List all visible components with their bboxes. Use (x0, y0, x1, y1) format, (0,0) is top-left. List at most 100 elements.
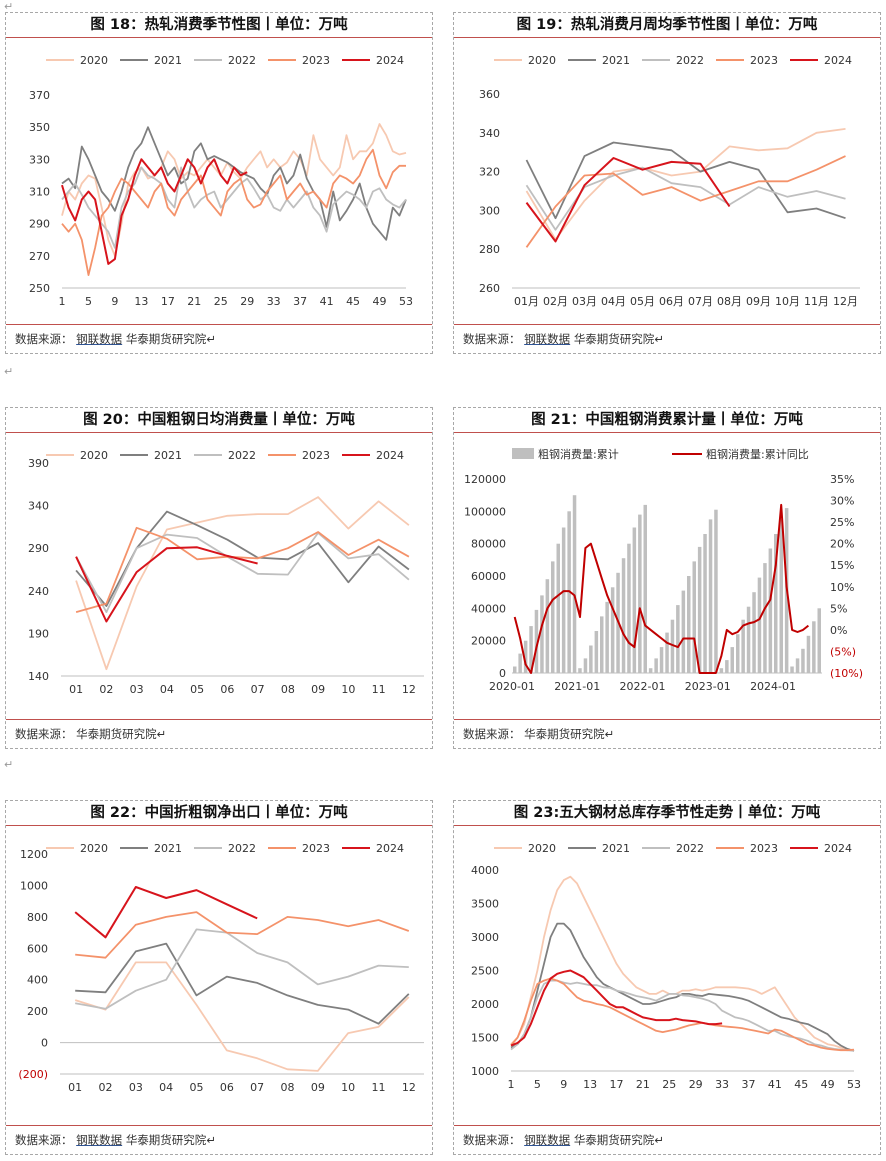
chart-source: 数据来源： 华泰期货研究院↵ (6, 719, 432, 748)
bar (551, 561, 555, 673)
x-tick-label: 5 (534, 1078, 541, 1091)
bar (741, 619, 745, 673)
bar (757, 577, 762, 673)
series-line-2023 (75, 526, 410, 613)
x-tick-label: 02月 (543, 295, 568, 308)
x-tick-label: 2024-01 (750, 680, 796, 693)
bar (583, 658, 588, 673)
x-tick-label: 09 (311, 1081, 325, 1094)
x-tick-label: 11 (372, 683, 386, 696)
bar (523, 640, 528, 673)
bar (518, 653, 522, 673)
x-tick-label: 1 (59, 295, 66, 308)
y-tick-label: 3500 (471, 898, 499, 911)
chart-svg-21: 粗钢消费量:累计 粗钢消费量:累计同比 0 20000 40000 60000 80000 1… (464, 447, 863, 693)
y-tick-label: 340 (28, 500, 49, 513)
x-tick-label: 33 (267, 295, 281, 308)
chart-panel-19: 图 19：热轧消费月周均季节性图丨单位：万吨 2020 2021 2022 2023 2… (453, 12, 881, 354)
bar (687, 576, 691, 673)
chart-panel-23: 图 23:五大钢材总库存季节性走势丨单位：万吨 2020 2021 2022 2023… (453, 800, 881, 1155)
bar (561, 527, 566, 673)
chart-svg-22: 2020 2021 2022 2023 2024 01 02 03 04 05 06 07 08 09 10… (18, 842, 424, 1094)
source-highlight: 钢联数据 (524, 332, 571, 346)
series-line-2021 (525, 141, 846, 220)
x-tick-label: 02 (99, 1081, 113, 1094)
x-tick-label: 07 (250, 1081, 264, 1094)
y-left-tick-label: 60000 (471, 570, 506, 583)
series-line-2024 (75, 546, 258, 623)
bar (665, 632, 669, 673)
chart-svg-18: 2020 2021 2022 2023 2024 1 5 9 13 17 21 25 29 33 37 41 4… (29, 54, 413, 308)
y-tick-label: 800 (27, 911, 48, 924)
series-line-2023 (75, 911, 410, 959)
x-tick-label: 53 (399, 295, 413, 308)
y-tick-label: 3000 (471, 931, 499, 944)
bar (779, 519, 783, 673)
bar (714, 509, 718, 673)
x-tick-label: 49 (373, 295, 387, 308)
series-line-2023 (525, 155, 846, 248)
y-tick-label: 280 (479, 243, 500, 256)
y-tick-label: 2500 (471, 965, 499, 978)
series-line-2022 (75, 928, 409, 1010)
source-highlight: 钢联数据 (524, 1133, 571, 1147)
legend-label: 2022 (228, 449, 256, 462)
x-tick-label: 5 (85, 295, 92, 308)
legend-label: 2022 (676, 842, 704, 855)
x-tick-label: 02 (99, 683, 113, 696)
chart-source: 数据来源： 钢联数据 华泰期货研究院↵ (454, 1125, 880, 1154)
x-tick-label: 01 (68, 1081, 82, 1094)
legend-label: 2024 (376, 54, 404, 67)
bar (736, 634, 740, 673)
x-tick-label: 10 (341, 683, 355, 696)
x-tick-label: 11月 (804, 295, 829, 308)
x-tick-label: 17 (161, 295, 175, 308)
series-line-2022 (61, 166, 407, 249)
legend-label: 2022 (228, 54, 256, 67)
source-rest: 华泰期货研究院 (573, 332, 655, 346)
bar (659, 647, 664, 673)
x-tick-label: 21 (187, 295, 201, 308)
x-tick-label: 29 (240, 295, 254, 308)
y-tick-label: 240 (28, 585, 49, 598)
bar (621, 558, 626, 673)
chart-panel-22: 图 22：中国折粗钢净出口丨单位：万吨 2020 2021 2022 2023 2024… (5, 800, 433, 1155)
legend-label: 2024 (376, 449, 404, 462)
bar (692, 561, 696, 673)
y-tick-label: 270 (29, 250, 50, 263)
y-right-tick-label: (5%) (830, 645, 856, 658)
chart-title: 图 21：中国粗钢消费累计量丨单位：万吨 (454, 408, 880, 433)
y-tick-label: 290 (29, 218, 50, 231)
x-tick-label: 29 (689, 1078, 703, 1091)
chart-svg-19: 2020 2021 2022 2023 2024 01月 02月 03月 04月 05月 06月 07… (479, 54, 860, 308)
y-left-tick-label: 40000 (471, 602, 506, 615)
x-tick-label: 09月 (746, 295, 771, 308)
series-line-2024 (74, 886, 258, 939)
legend-label: 2024 (376, 842, 404, 855)
x-tick-label: 05 (190, 1081, 204, 1094)
y-tick-label: 200 (27, 1005, 48, 1018)
legend-label: 2023 (302, 842, 330, 855)
bar (795, 658, 800, 673)
bar (790, 666, 794, 673)
source-prefix: 数据来源： (463, 1133, 521, 1147)
source-rest: 华泰期货研究院 (76, 727, 157, 741)
chart-svg-20: 2020 2021 2022 2023 2024 01 02 03 04 05 06 07 08 09 10… (28, 449, 424, 696)
bar (643, 504, 647, 673)
legend-label: 2020 (80, 449, 108, 462)
source-rest: 华泰期货研究院 (125, 1133, 207, 1147)
x-tick-label: 53 (847, 1078, 861, 1091)
y-tick-label: 370 (29, 89, 50, 102)
x-tick-label: 9 (560, 1078, 567, 1091)
y-tick-label: 260 (479, 282, 500, 295)
x-tick-label: 37 (293, 295, 307, 308)
x-tick-label: 37 (741, 1078, 755, 1091)
source-highlight: 钢联数据 (76, 1133, 123, 1147)
chart-panel-21: 图 21：中国粗钢消费累计量丨单位：万吨 粗钢消费量:累计 粗钢消费量:累计同比 0… (453, 407, 881, 749)
legend-swatch-bar (512, 448, 534, 459)
x-tick-label: 05月 (630, 295, 655, 308)
bar (676, 605, 680, 673)
x-tick-label: 12月 (833, 295, 858, 308)
source-prefix: 数据来源： (15, 1133, 73, 1147)
series-line-2020 (525, 128, 846, 241)
